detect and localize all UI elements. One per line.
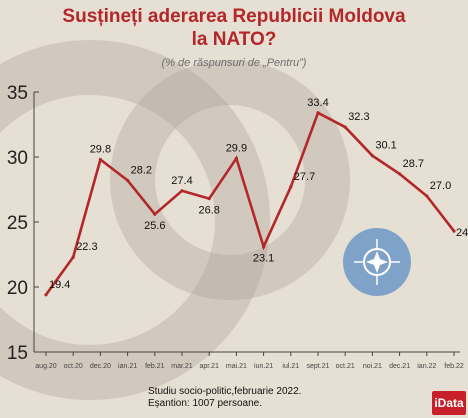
data-label: 32.3: [348, 111, 369, 123]
chart-title-line-1: Susțineți aderarea Republicii Moldova: [62, 6, 406, 27]
y-tick-label: 15: [7, 343, 28, 364]
data-point: [370, 154, 374, 158]
footnote-line-2: Eșantion: 1007 persoane.: [148, 398, 262, 409]
x-tick-label: apr.21: [199, 363, 219, 370]
data-point: [343, 125, 347, 129]
data-point: [316, 111, 320, 115]
data-point: [44, 293, 48, 297]
nato-emblem: [343, 228, 411, 296]
y-axis: 15 20 25 30 35: [7, 83, 39, 364]
x-tick-label: ian.22: [417, 363, 436, 370]
data-label: 28.2: [131, 164, 152, 176]
x-tick-label: sept.21: [307, 363, 330, 370]
data-point: [71, 255, 75, 259]
data-label: 27.0: [430, 180, 451, 192]
series-line: [44, 110, 456, 296]
data-point: [153, 212, 157, 216]
x-tick-label: dec.21: [389, 363, 410, 370]
idata-logo: iData: [432, 391, 466, 415]
data-point: [98, 158, 102, 162]
data-label: 26.8: [198, 205, 219, 217]
x-tick-label: dec.20: [90, 363, 111, 370]
y-tick-label: 25: [7, 213, 28, 234]
x-axis: aug.20 oct.20 dec.20 ian.21 feb.21 mar.21 apr.…: [34, 351, 464, 370]
x-tick-label: ian.21: [118, 363, 137, 370]
data-label: 33.4: [307, 97, 328, 109]
footnote-line-1: Studiu socio-politic,februarie 2022.: [148, 386, 302, 397]
data-label: 29.9: [226, 142, 247, 154]
data-label: 27.7: [294, 171, 315, 183]
data-label: 30.1: [375, 140, 396, 152]
x-tick-label: feb.21: [145, 363, 165, 370]
nato-emblem-ring: [363, 248, 391, 276]
data-label: 28.7: [403, 158, 424, 170]
x-tick-label: oct.21: [336, 363, 355, 370]
x-tick-label: mar.21: [171, 363, 193, 370]
data-label: 24.3: [456, 227, 468, 239]
data-label: 22.3: [76, 241, 97, 253]
x-tick-label: iul.21: [282, 363, 299, 370]
data-point: [398, 172, 402, 176]
data-point: [207, 197, 211, 201]
y-tick-label: 30: [7, 148, 28, 169]
chart-subtitle: (% de răspunsuri de „Pentru”): [161, 57, 307, 69]
x-tick-label: iun.21: [254, 363, 273, 370]
x-tick-label: feb.22: [444, 363, 464, 370]
data-point: [180, 189, 184, 193]
data-label: 25.6: [144, 220, 165, 232]
data-point: [289, 185, 293, 189]
data-point: [234, 156, 238, 160]
x-tick-label: aug.20: [35, 363, 57, 370]
y-tick-label: 35: [7, 83, 28, 104]
data-label: 19.4: [49, 279, 70, 291]
data-label: 27.4: [171, 175, 192, 187]
footnote: Studiu socio-politic,februarie 2022. Eșa…: [148, 386, 301, 410]
chart-title-line-2: la NATO?: [191, 29, 277, 50]
data-label: 23.1: [253, 253, 274, 265]
x-tick-label: mai.21: [226, 363, 247, 370]
data-point: [262, 245, 266, 249]
data-point: [126, 178, 130, 182]
data-point: [425, 194, 429, 198]
chart-title: Susțineți aderarea Republicii Moldova la…: [0, 5, 468, 51]
x-tick-label: noi.21: [363, 363, 382, 370]
data-point: [452, 229, 456, 233]
nato-star-icon: [366, 251, 388, 273]
y-tick-label: 20: [7, 278, 28, 299]
data-label: 29.8: [90, 144, 111, 156]
x-tick-label: oct.20: [64, 363, 83, 370]
